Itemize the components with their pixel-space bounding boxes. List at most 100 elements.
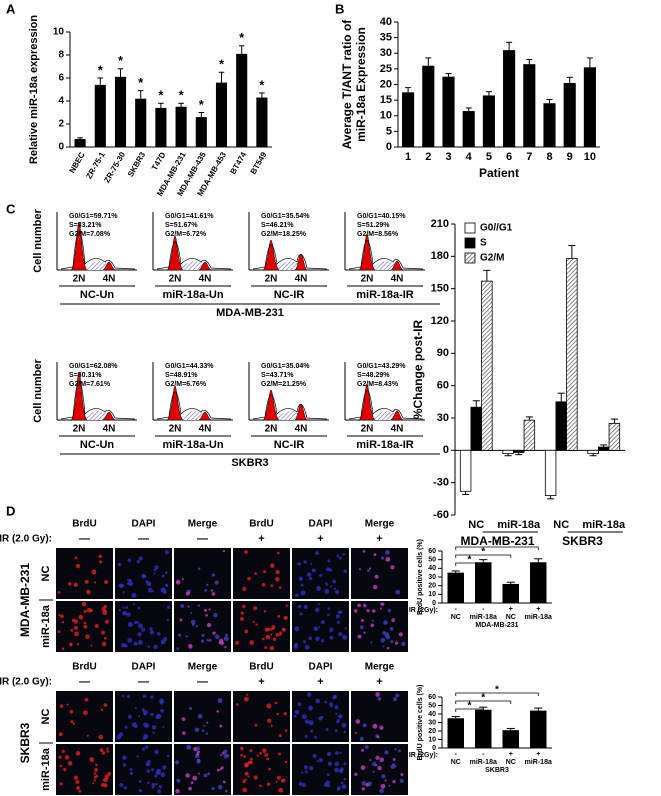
cell — [370, 623, 375, 628]
y-tick-label: 30 — [437, 412, 449, 424]
s-phase — [275, 411, 299, 420]
cell — [324, 588, 330, 594]
stain-label: BrdU — [72, 662, 96, 673]
y-tick-label: 25 — [380, 63, 392, 75]
flow-stat: G2/M=6.76% — [165, 381, 207, 388]
cell — [382, 645, 385, 648]
cell — [264, 646, 268, 649]
cell — [400, 772, 404, 777]
cell — [212, 631, 216, 635]
cell — [373, 584, 378, 590]
cell — [220, 766, 224, 770]
ir-sign: — — [138, 533, 149, 545]
cell — [122, 591, 125, 594]
cell — [137, 623, 143, 629]
s-phase — [83, 411, 107, 420]
y-tick-label: 30 — [428, 719, 436, 726]
flow-stat: S=33.21% — [69, 222, 102, 229]
g1-peak — [70, 371, 88, 421]
bar — [530, 710, 547, 748]
stain-label: DAPI — [309, 662, 333, 673]
cell — [392, 757, 396, 761]
cell — [270, 633, 273, 636]
cell — [247, 760, 252, 765]
cell — [181, 717, 186, 721]
peak-label: 4N — [103, 424, 116, 435]
cell — [156, 631, 161, 636]
cell — [235, 640, 240, 645]
peak-label: 2N — [361, 274, 374, 285]
cell — [147, 645, 151, 648]
cell — [308, 720, 314, 726]
cell — [338, 769, 344, 774]
micrograph — [115, 691, 172, 742]
cell — [208, 608, 211, 611]
x-tick-label: miR-18a — [470, 614, 497, 621]
x-tick-label: NC — [451, 759, 461, 766]
cell — [284, 760, 288, 764]
cell — [207, 772, 211, 776]
y-tick-label: 60 — [428, 548, 436, 555]
cell — [372, 770, 375, 773]
cell — [72, 722, 75, 725]
cell — [84, 697, 89, 702]
x-tick-label: NBEC — [68, 150, 87, 174]
cell — [342, 552, 345, 556]
cell — [149, 627, 153, 631]
cell — [144, 723, 150, 728]
cell — [315, 636, 320, 641]
cell — [61, 621, 65, 624]
cell — [174, 760, 180, 765]
cell — [93, 775, 97, 779]
micrograph — [292, 601, 349, 652]
cell — [161, 574, 165, 578]
x-tick-label: NC — [468, 519, 484, 531]
bar — [563, 82, 576, 147]
cell — [271, 625, 276, 630]
cell — [342, 634, 348, 640]
cell — [137, 632, 142, 637]
cell — [214, 580, 219, 585]
cell — [398, 632, 403, 637]
cell — [249, 640, 255, 645]
x-tick-label: 9 — [567, 151, 573, 163]
cell — [225, 789, 228, 793]
x-tick-label: T47D — [150, 150, 168, 172]
cell — [387, 609, 391, 613]
micrograph — [292, 548, 349, 599]
cell — [375, 692, 380, 697]
cell — [147, 587, 153, 593]
peak-label: 4N — [295, 274, 308, 285]
cell — [253, 775, 258, 780]
cell — [106, 747, 109, 750]
flow-stat: G2/M=8.56% — [357, 231, 399, 238]
cell — [275, 576, 280, 582]
s-phase — [371, 411, 395, 420]
cell — [266, 757, 270, 761]
ir-label: IR (2Gy): — [409, 752, 438, 759]
g1-peak — [358, 383, 376, 421]
peak-label: 2N — [265, 424, 278, 435]
cell-line-label: MDA-MB-231 — [18, 563, 32, 637]
cell — [167, 605, 171, 610]
flow-stat: G2/M=18.25% — [261, 231, 307, 238]
cell — [75, 779, 80, 784]
y-tick-label: 0 — [386, 141, 392, 153]
cell — [222, 549, 226, 553]
cell — [83, 624, 88, 629]
cell — [138, 789, 143, 793]
stain-label: BrdU — [249, 519, 273, 530]
cell — [127, 622, 133, 628]
cell — [334, 767, 339, 773]
cell — [160, 772, 166, 778]
cell — [392, 779, 396, 784]
bar — [587, 449, 599, 454]
cell — [268, 767, 271, 771]
y-axis-label: %Change post-IR — [411, 320, 425, 420]
y-tick-label: 40 — [428, 565, 436, 572]
cell — [308, 636, 312, 641]
cell — [136, 755, 139, 758]
flow-stat: S=48.29% — [357, 372, 390, 379]
cell — [373, 553, 377, 557]
cell — [330, 705, 333, 708]
